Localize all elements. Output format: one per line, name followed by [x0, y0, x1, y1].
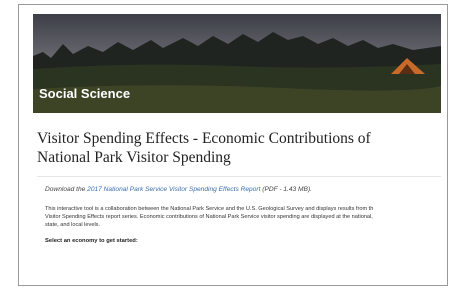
download-line: Download the 2017 National Park Service …: [45, 186, 312, 193]
prompt: Select an economy to get started:: [45, 238, 138, 244]
intro-line: state, and local levels.: [45, 221, 443, 229]
intro-text: This interactive tool is a collaboration…: [45, 205, 443, 229]
intro-line: This interactive tool is a collaboration…: [45, 205, 443, 213]
banner-label: Social Science: [39, 86, 130, 101]
report-link[interactable]: 2017 National Park Service Visitor Spend…: [87, 186, 260, 193]
page: {"banner": {"label": "Social Science"}, …: [0, 0, 452, 289]
banner: Social Science: [33, 14, 441, 113]
page-heading: Visitor Spending Effects - Economic Cont…: [37, 129, 409, 167]
intro-line: Visitor Spending Effects report series. …: [45, 213, 443, 221]
content-frame: Social Science Visitor Spending Effects …: [18, 4, 448, 286]
download-prefix: Download the: [45, 186, 85, 193]
divider: [37, 176, 441, 177]
download-suffix: (PDF - 1.43 MB).: [262, 186, 312, 193]
